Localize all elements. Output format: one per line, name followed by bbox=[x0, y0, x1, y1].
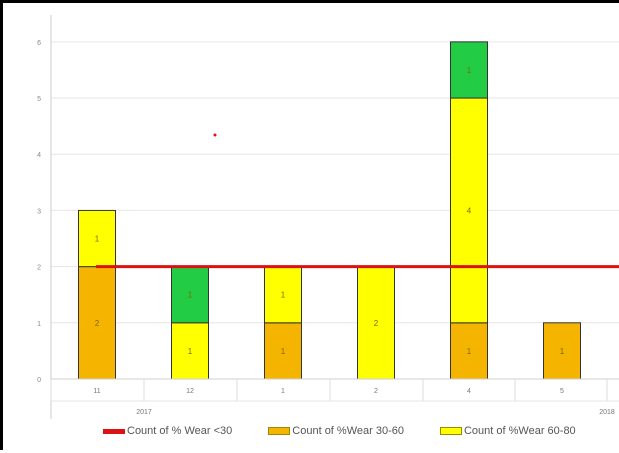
data-label: 2 bbox=[95, 319, 100, 328]
y-tick-label: 0 bbox=[37, 377, 41, 384]
x-tick-label: 11 bbox=[93, 388, 100, 395]
legend-label: Count of % Wear <30 bbox=[127, 425, 233, 437]
data-label: 1 bbox=[95, 235, 100, 244]
x-tick-label: 1 bbox=[281, 388, 285, 395]
legend-swatch-yellow bbox=[439, 427, 462, 435]
data-label: 1 bbox=[188, 291, 193, 300]
data-label: 1 bbox=[467, 347, 472, 356]
bar-segment bbox=[357, 266, 395, 380]
data-label: 1 bbox=[281, 347, 286, 356]
bar-segment bbox=[78, 266, 116, 380]
y-tick-label: 5 bbox=[37, 96, 41, 103]
x-tick-label: 2 bbox=[374, 388, 378, 395]
legend-swatch-red bbox=[103, 428, 125, 434]
legend-label: Count of %Wear 60-80 bbox=[463, 425, 576, 437]
y-tick-label: 2 bbox=[37, 265, 41, 272]
legend-label: Count of %Wear 30-60 bbox=[292, 425, 404, 437]
legend-item-wear-under-30: Count of % Wear <30 bbox=[103, 425, 232, 437]
y-tick-label: 3 bbox=[37, 208, 41, 215]
bar-segment bbox=[450, 41, 488, 99]
bar-segment bbox=[171, 266, 209, 324]
y-tick-label: 4 bbox=[37, 152, 41, 159]
data-label: 4 bbox=[467, 206, 472, 215]
bars: 2 1 1 1 1 1 2 1 4 1 1 bbox=[78, 41, 581, 380]
y-axis-ticks: 0 1 2 3 4 5 6 bbox=[37, 40, 41, 384]
data-label: 1 bbox=[560, 347, 565, 356]
legend-swatch-orange bbox=[268, 427, 291, 435]
year-label: 2017 bbox=[136, 409, 152, 416]
stray-dot bbox=[213, 133, 217, 137]
bar-segment bbox=[78, 209, 116, 268]
bar-segment bbox=[543, 322, 581, 380]
x-tick-label: 12 bbox=[186, 388, 194, 395]
data-label: 2 bbox=[374, 319, 379, 328]
y-tick-label: 6 bbox=[37, 40, 41, 47]
legend-item-wear-30-60: Count of %Wear 30-60 bbox=[268, 425, 404, 437]
bar-segment bbox=[264, 266, 302, 324]
x-tick-label: 4 bbox=[467, 388, 471, 395]
legend: Count of % Wear <30 Count of %Wear 30-60… bbox=[103, 423, 619, 439]
y-tick-label: 1 bbox=[37, 321, 41, 328]
legend-item-wear-60-80: Count of %Wear 60-80 bbox=[439, 425, 576, 437]
gridlines bbox=[50, 15, 619, 419]
x-tick-label: 5 bbox=[560, 388, 564, 395]
data-label: 1 bbox=[188, 347, 193, 356]
data-label: 1 bbox=[281, 291, 286, 300]
bar-segment bbox=[450, 97, 488, 324]
data-label: 1 bbox=[467, 66, 472, 75]
year-label: 2018 bbox=[599, 409, 615, 416]
